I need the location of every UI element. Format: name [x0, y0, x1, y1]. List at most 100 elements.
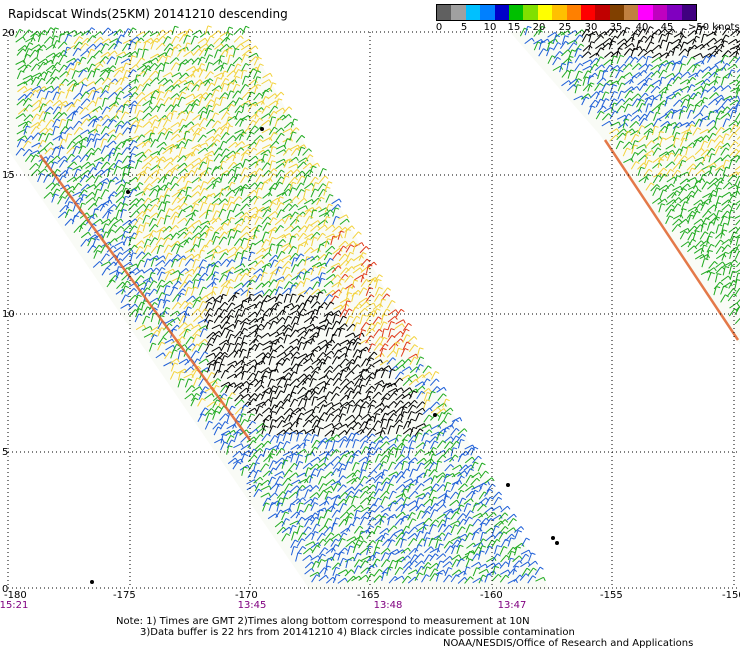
- wind-barb: [659, 52, 668, 59]
- wind-barb: [141, 162, 149, 170]
- wind-barb: [169, 144, 178, 150]
- wind-barb: [204, 92, 211, 101]
- wind-barb: [685, 103, 691, 113]
- wind-barb-flag: [244, 152, 249, 155]
- wind-barb-flag: [229, 81, 234, 85]
- wind-barb-flag: [34, 33, 39, 36]
- wind-barb-flag: [210, 71, 214, 75]
- wind-barb-flag: [185, 172, 191, 176]
- wind-barb: [582, 70, 589, 79]
- wind-barb: [51, 62, 58, 70]
- wind-barb: [213, 97, 217, 107]
- wind-barb: [588, 33, 592, 43]
- wind-barb: [50, 183, 58, 191]
- wind-barb-flag: [196, 132, 201, 136]
- wind-barb: [692, 64, 698, 73]
- wind-barb: [736, 120, 740, 127]
- wind-barb: [658, 173, 665, 182]
- wind-barb: [253, 168, 260, 176]
- wind-barb: [702, 210, 709, 218]
- wind-barb-flag: [223, 62, 228, 65]
- wind-barb-flag: [296, 147, 301, 152]
- wind-barb: [699, 174, 704, 183]
- wind-barb-flag: [314, 188, 319, 192]
- wind-barb: [665, 124, 669, 134]
- wind-barb-flag: [155, 57, 159, 62]
- wind-barb-flag: [256, 76, 262, 79]
- wind-barb-flag: [727, 50, 732, 54]
- wind-barb: [249, 56, 257, 64]
- wind-barb-flag: [136, 104, 142, 107]
- wind-barb: [128, 64, 137, 71]
- wind-barb-flag: [734, 56, 739, 60]
- wind-barb-flag: [254, 125, 259, 129]
- wind-barb-flag: [74, 110, 79, 113]
- wind-barb: [178, 118, 183, 128]
- wind-barb-flag: [555, 34, 560, 38]
- wind-barb: [86, 152, 92, 161]
- wind-barb-flag: [629, 48, 634, 52]
- wind-barb: [282, 148, 290, 156]
- wind-barb-flag: [682, 159, 687, 163]
- wind-barb: [680, 41, 685, 51]
- wind-barb-flag: [27, 97, 32, 102]
- wind-barb: [79, 84, 84, 93]
- wind-barb-flag: [175, 211, 180, 215]
- wind-barb: [162, 119, 169, 128]
- wind-barb-flag: [146, 83, 151, 87]
- wind-barb: [734, 165, 740, 171]
- wind-barb: [636, 125, 643, 134]
- wind-barb-flag: [166, 201, 171, 203]
- wind-barb: [720, 174, 726, 184]
- wind-barb-flag: [280, 132, 285, 137]
- wind-barb-flag: [258, 209, 263, 213]
- wind-barb: [594, 35, 602, 43]
- wind-barb-flag: [305, 205, 308, 210]
- wind-barb: [701, 198, 710, 205]
- wind-barb-flag: [657, 105, 661, 110]
- wind-barb: [727, 174, 735, 183]
- wind-barb: [247, 174, 253, 183]
- wind-barb: [248, 113, 257, 121]
- wind-barb: [205, 135, 213, 143]
- wind-barb-flag: [226, 43, 230, 48]
- wind-barb-flag: [668, 32, 673, 35]
- wind-barb: [721, 85, 729, 92]
- wind-barb: [631, 93, 639, 101]
- wind-barb: [157, 77, 166, 85]
- wind-barb: [734, 175, 740, 185]
- wind-barb: [664, 108, 673, 115]
- wind-barb: [80, 113, 89, 120]
- wind-barb-flag: [273, 217, 277, 221]
- wind-barb: [73, 168, 78, 178]
- wind-barb-flag: [600, 110, 605, 114]
- wind-barb: [122, 104, 126, 114]
- wind-barb-flag: [104, 145, 109, 148]
- wind-barb: [149, 212, 157, 219]
- wind-barb-flag: [699, 69, 704, 73]
- wind-barb-flag: [57, 155, 61, 160]
- wind-barb: [107, 119, 114, 128]
- wind-barb: [183, 194, 189, 204]
- wind-barb: [213, 37, 221, 45]
- wind-barb: [45, 27, 52, 36]
- wind-barb: [226, 104, 232, 113]
- wind-barb: [275, 158, 285, 164]
- wind-barb: [142, 112, 150, 120]
- wind-barb: [219, 170, 228, 177]
- wind-barb-flag: [639, 108, 643, 113]
- wind-barb: [205, 62, 210, 72]
- wind-barb: [709, 92, 717, 100]
- wind-barb-flag: [182, 48, 186, 52]
- wind-barb: [728, 210, 732, 220]
- wind-barb-flag: [294, 203, 299, 208]
- wind-barb-flag: [245, 25, 250, 29]
- wind-barb: [205, 105, 210, 115]
- wind-barb: [604, 51, 612, 58]
- wind-barb: [171, 155, 178, 163]
- wind-barb-flag: [178, 79, 182, 83]
- wind-barb-flag: [162, 35, 167, 40]
- wind-barb: [80, 37, 88, 45]
- wind-barb: [552, 57, 558, 66]
- wind-barb-flag: [230, 63, 235, 67]
